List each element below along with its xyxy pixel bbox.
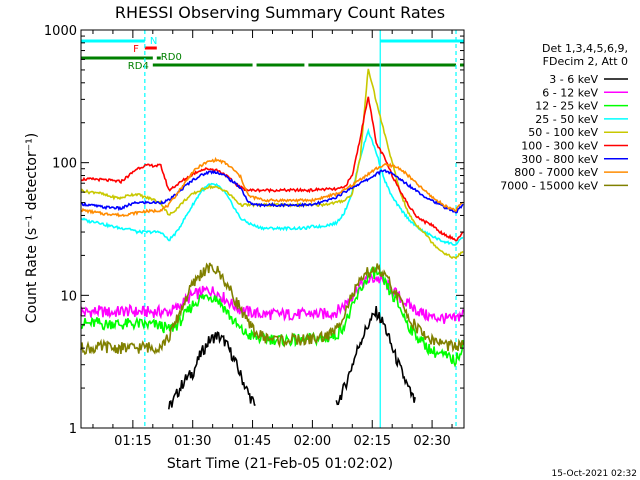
legend-entry-label: 100 - 300 keV xyxy=(521,140,598,153)
x-axis-label: Start Time (21-Feb-05 01:02:02) xyxy=(167,456,393,472)
series-line-7000to15000kev xyxy=(80,262,464,356)
y-tick-label: 100 xyxy=(52,157,77,172)
legend-entry-label: 12 - 25 keV xyxy=(535,100,598,113)
timestamp: 15-Oct-2021 02:32 xyxy=(552,469,637,479)
series-line-100to300kev xyxy=(80,96,464,242)
state-bar-label: F xyxy=(133,44,139,55)
series-line-3to6kev xyxy=(168,306,416,410)
chart-title: RHESSI Observing Summary Count Rates xyxy=(115,3,445,22)
state-bar-label: RD4 xyxy=(128,61,149,72)
series-line-50to100kev xyxy=(80,68,464,260)
legend-entry-label: 50 - 100 keV xyxy=(528,126,598,139)
legend-entry-label: 7000 - 15000 keV xyxy=(500,179,598,192)
legend-entry-label: 3 - 6 keV xyxy=(549,73,598,86)
legend-entry-label: 800 - 7000 keV xyxy=(514,166,598,179)
y-tick-label: 1000 xyxy=(44,24,77,39)
series-line-300to800kev xyxy=(80,169,464,214)
series-line-25to50kev xyxy=(81,127,464,246)
legend: Det 1,3,4,5,6,9,FDecim 2, Att 0 3 - 6 keV… xyxy=(500,42,628,192)
y-tick-label: 10 xyxy=(60,289,77,304)
x-tick-label: 01:30 xyxy=(174,434,211,449)
state-bar-label: N xyxy=(150,36,157,47)
legend-header-line: FDecim 2, Att 0 xyxy=(543,55,628,68)
plot-area: NF RD0 RD4 1 10 100 1000 01:15 01:30 01:45 02:00 02… xyxy=(44,24,465,449)
series-line-800to7000kev xyxy=(80,156,464,218)
x-tick-label: 02:00 xyxy=(294,434,331,449)
x-tick-label: 02:30 xyxy=(413,434,450,449)
x-tick-label: 02:15 xyxy=(354,434,391,449)
x-tick-label: 01:45 xyxy=(234,434,271,449)
legend-header-line: Det 1,3,4,5,6,9, xyxy=(542,42,628,55)
legend-entry-label: 25 - 50 keV xyxy=(535,113,598,126)
y-axis-label: Count Rate (s⁻¹ detector⁻¹) xyxy=(24,133,40,323)
series-line-6to12kev xyxy=(80,272,464,324)
legend-entry-label: 300 - 800 keV xyxy=(521,153,598,166)
x-tick-label: 01:15 xyxy=(114,434,151,449)
y-tick-label: 1 xyxy=(69,422,77,437)
state-bar-label: RD0 xyxy=(161,52,182,63)
legend-entry-label: 6 - 12 keV xyxy=(542,86,598,99)
